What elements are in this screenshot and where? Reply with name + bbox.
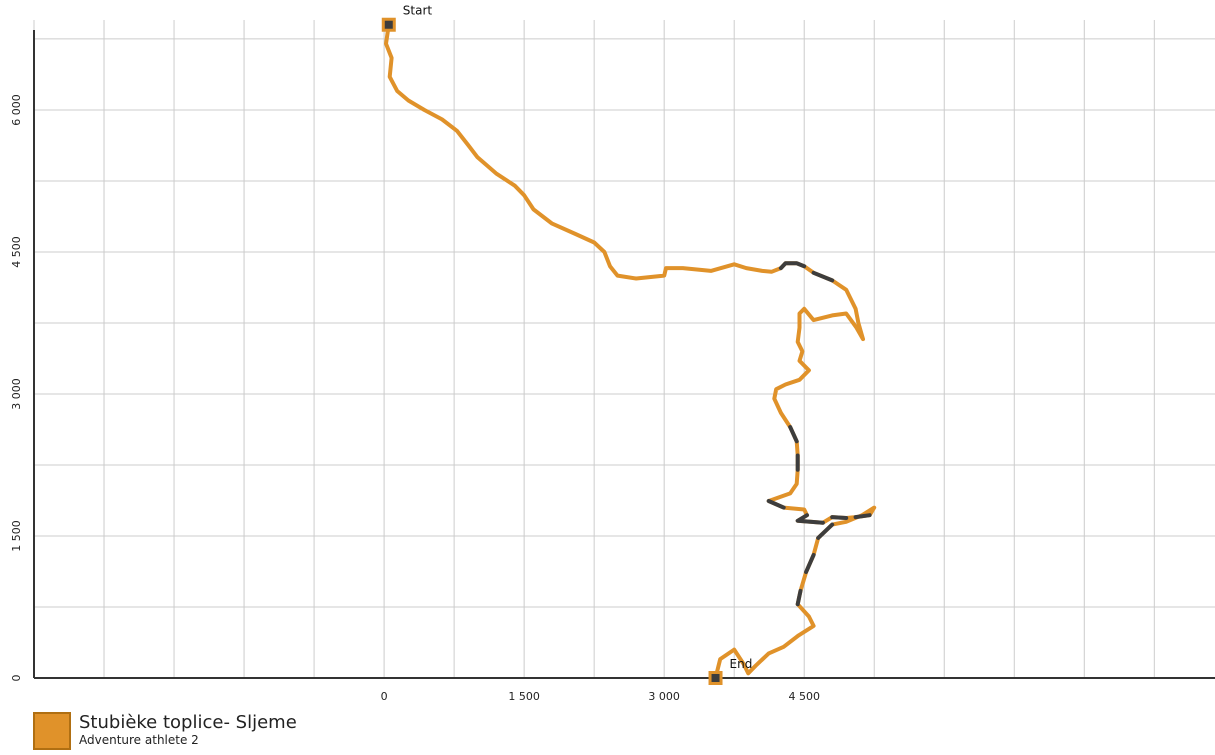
track-dark-segment <box>816 522 835 540</box>
track-dark-segment <box>788 425 799 444</box>
track-dark-segment <box>795 513 825 525</box>
legend-title: Stubièke toplice- Sljeme <box>79 712 297 733</box>
y-axis-ticks: 0 1 500 3 000 4 500 6 000 <box>10 94 23 681</box>
x-tick-label: 0 <box>381 690 388 703</box>
x-tick-label: 4 500 <box>788 690 820 703</box>
track-dark-segment <box>811 270 835 283</box>
x-tick-label: 3 000 <box>648 690 680 703</box>
track-dark-segment <box>853 513 872 520</box>
legend-swatch <box>33 712 71 750</box>
legend-text: Stubièke toplice- Sljeme Adventure athle… <box>79 712 297 747</box>
x-tick-label: 1 500 <box>508 690 540 703</box>
grid-lines <box>33 20 1215 678</box>
x-axis-ticks: 0 1 500 3 000 4 500 <box>381 690 820 703</box>
track-chart: 0 1 500 3 000 4 500 6 000 0 1 500 3 000 4 500 S… <box>10 4 1215 703</box>
y-tick-label: 6 000 <box>10 94 23 126</box>
track-series <box>384 22 877 680</box>
start-marker-center <box>384 20 393 29</box>
track-dark-segment <box>766 499 786 510</box>
y-tick-label: 1 500 <box>10 520 23 552</box>
track-dark-segment <box>804 552 816 574</box>
track-dark-segment <box>778 261 807 271</box>
track-dark-segment <box>830 515 849 520</box>
track-line <box>384 22 877 680</box>
track-markers: Start End <box>381 4 753 685</box>
y-tick-label: 0 <box>10 675 23 682</box>
axes <box>33 30 1215 679</box>
legend: Stubièke toplice- Sljeme Adventure athle… <box>33 712 297 750</box>
track-dark-segment <box>795 588 803 607</box>
start-marker-label: Start <box>403 4 433 18</box>
end-marker-label: End <box>730 657 753 671</box>
legend-subtitle: Adventure athlete 2 <box>79 733 199 747</box>
y-tick-label: 3 000 <box>10 378 23 410</box>
y-tick-label: 4 500 <box>10 236 23 268</box>
end-marker-center <box>711 674 720 682</box>
